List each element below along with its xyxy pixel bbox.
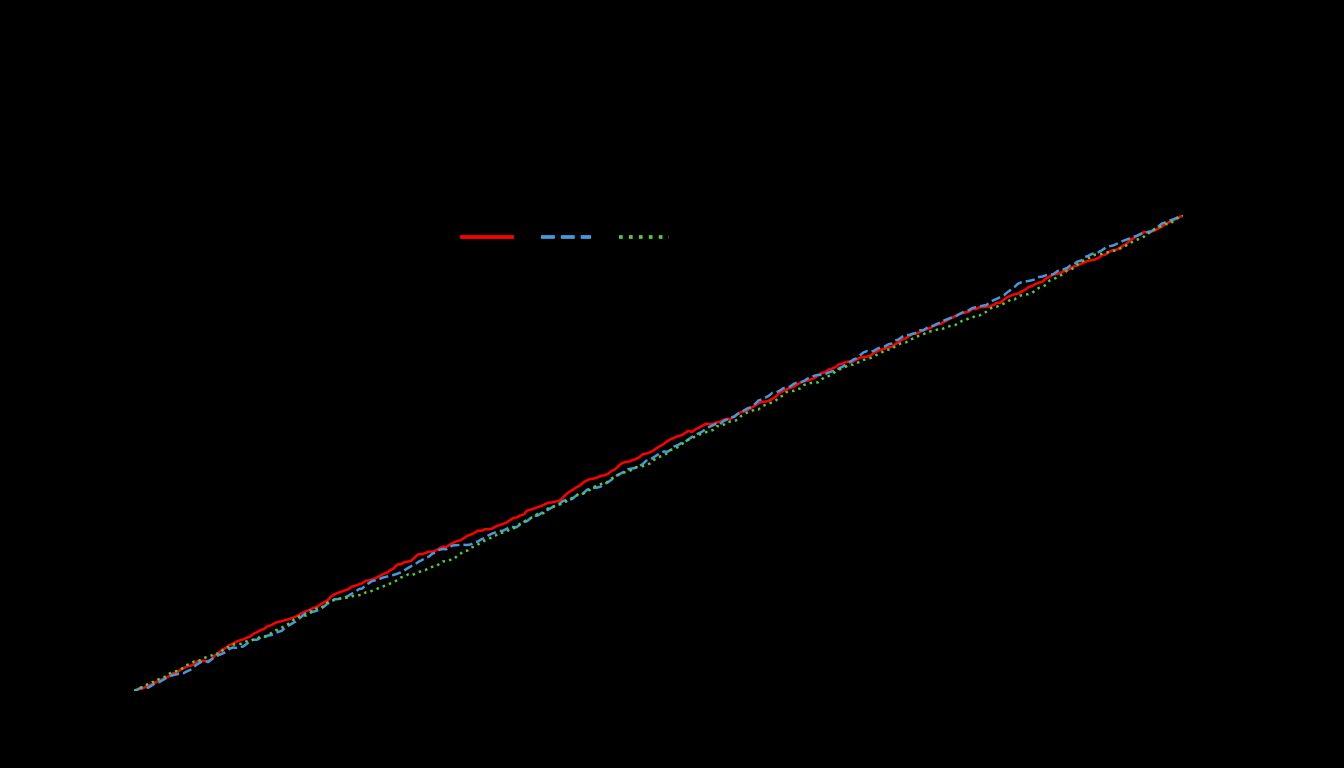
Legend: , , : , , — [457, 223, 677, 251]
